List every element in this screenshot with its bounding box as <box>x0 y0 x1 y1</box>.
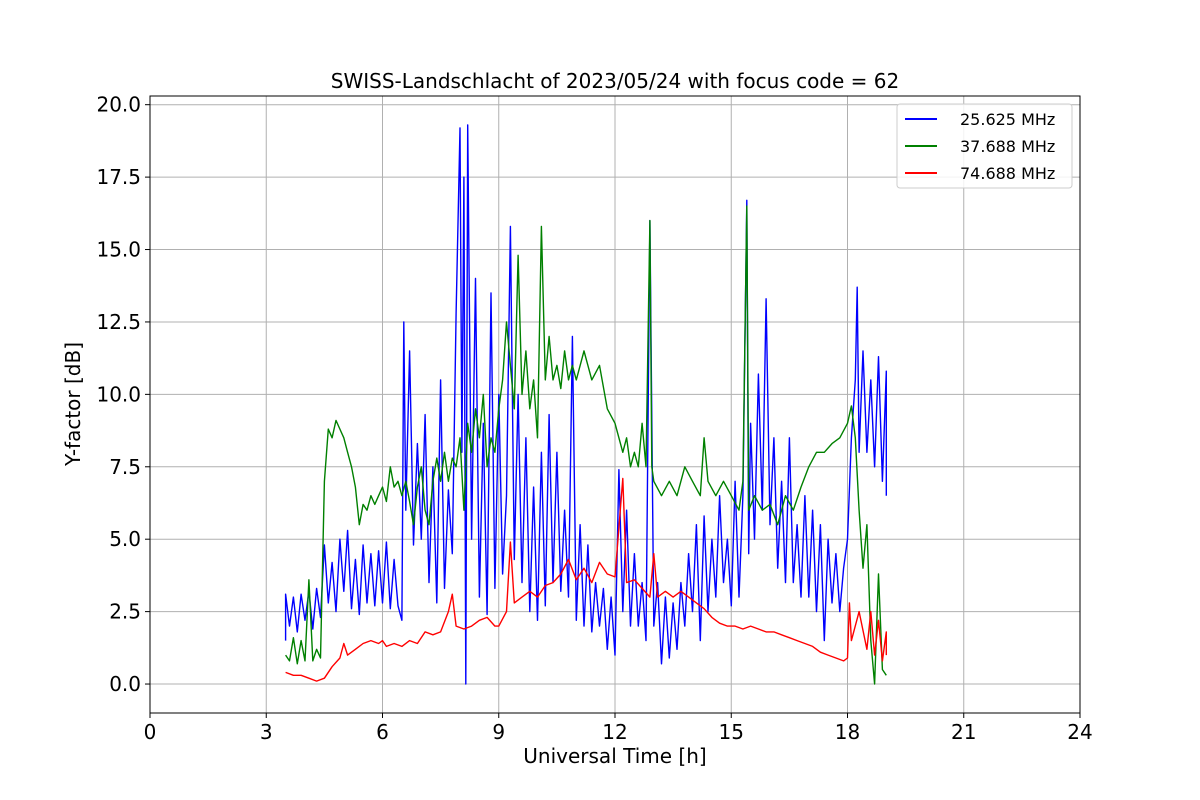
grid <box>149 96 1081 713</box>
y-tick-label: 12.5 <box>96 310 141 334</box>
x-axis-label: Universal Time [h] <box>523 744 706 768</box>
x-tick-label: 9 <box>492 720 505 744</box>
series-layer <box>284 124 887 685</box>
x-tick-label: 3 <box>260 720 273 744</box>
legend-box <box>896 103 1073 189</box>
legend-label: 74.688 MHz <box>960 164 1055 183</box>
series-line-3 <box>285 477 887 682</box>
y-tick-label: 17.5 <box>96 165 141 189</box>
legend-label: 25.625 MHz <box>960 110 1055 129</box>
axis-ticks: 0 3 6 9 12 15 18 21 24 0.0 2.5 5.0 7.5 10.0 12.5 15.0 17… <box>96 93 1092 744</box>
x-tick-label: 6 <box>376 720 389 744</box>
x-tick-label: 18 <box>835 720 860 744</box>
y-tick-label: 7.5 <box>109 455 141 479</box>
y-tick-label: 0.0 <box>109 672 141 696</box>
series-line-2 <box>285 205 887 685</box>
chart-title: SWISS-Landschlacht of 2023/05/24 with fo… <box>331 69 899 93</box>
x-tick-label: 0 <box>144 720 157 744</box>
y-tick-label: 10.0 <box>96 382 141 406</box>
legend-label: 37.688 MHz <box>960 137 1055 156</box>
y-tick-label: 2.5 <box>109 600 141 624</box>
series-line-1 <box>284 124 887 685</box>
y-tick-label: 15.0 <box>96 238 141 262</box>
y-tick-label: 5.0 <box>109 527 141 551</box>
x-tick-label: 12 <box>602 720 627 744</box>
y-tick-label: 20.0 <box>96 93 141 117</box>
y-axis-label: Y-factor [dB] <box>61 342 85 467</box>
x-tick-label: 21 <box>951 720 976 744</box>
x-tick-label: 15 <box>719 720 744 744</box>
x-tick-label: 24 <box>1067 720 1092 744</box>
legend: 25.625 MHz 37.688 MHz 74.688 MHz <box>896 103 1073 189</box>
